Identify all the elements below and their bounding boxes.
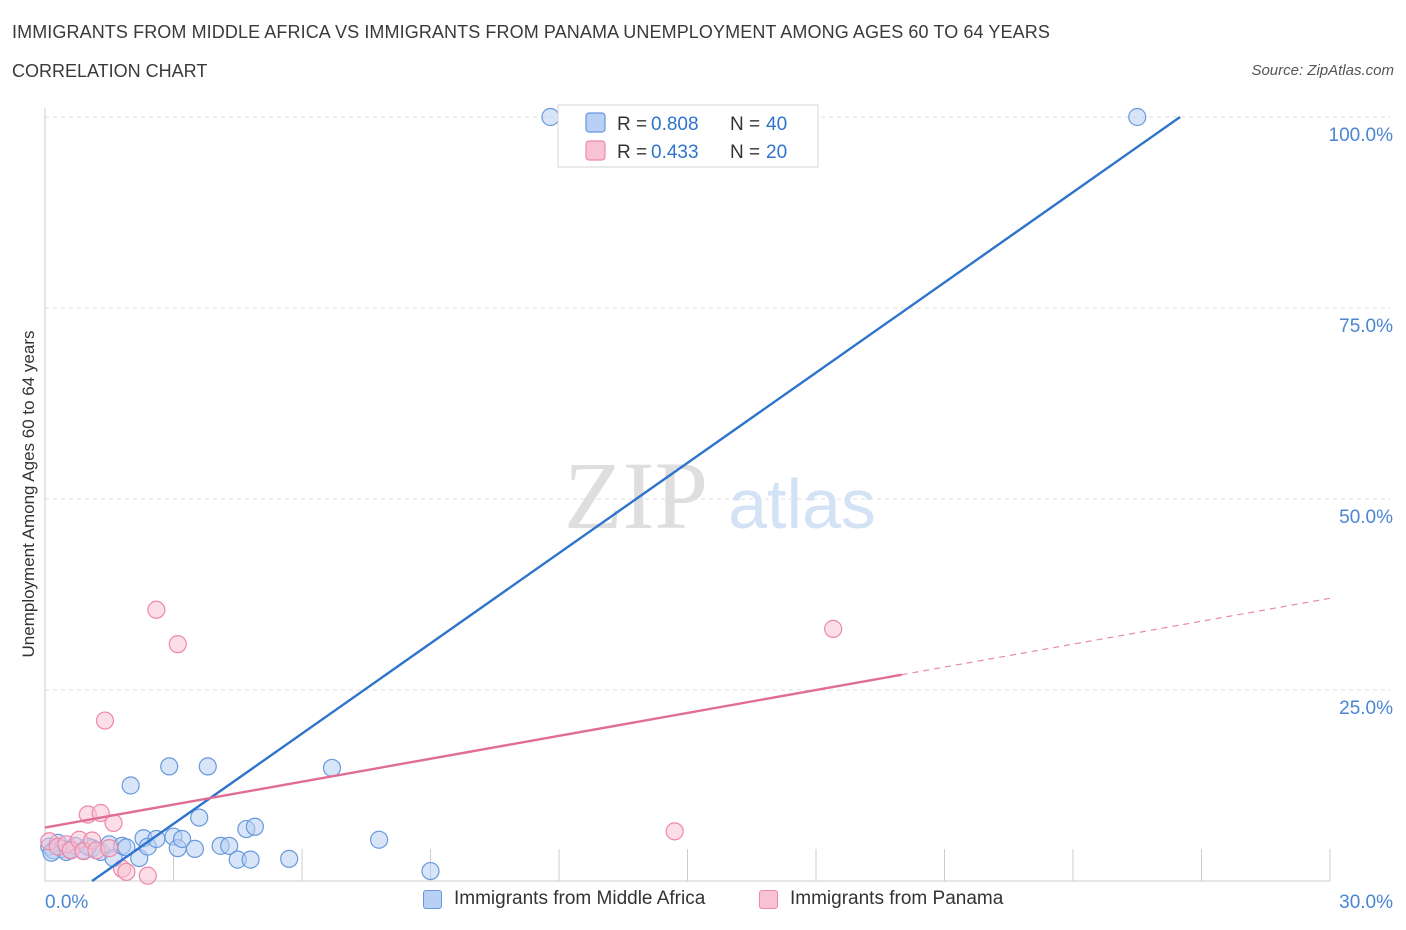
point-series1-15 — [138, 866, 157, 885]
watermark-zip: ZIP — [564, 442, 708, 549]
point-series0-32 — [322, 758, 342, 778]
legend-label-panama: Immigrants from Panama — [790, 888, 1004, 909]
series-legend: Immigrants from Middle Africa Immigrants… — [0, 888, 1406, 918]
correlation-legend: R = 0.808 N = 40 R = 0.433 N = 20 — [557, 104, 819, 168]
legend-n-value-panama: 20 — [766, 142, 787, 163]
legend-label-middle-africa: Immigrants from Middle Africa — [454, 888, 706, 909]
point-series1-11 — [100, 839, 119, 858]
point-series1-19 — [824, 619, 843, 638]
point-series1-18 — [665, 822, 684, 841]
point-series0-26 — [220, 836, 239, 855]
legend-r-value-panama: 0.433 — [651, 142, 699, 163]
point-series0-21 — [172, 829, 192, 849]
point-series1-16 — [147, 600, 166, 619]
legend-swatch-panama-bottom — [759, 889, 778, 909]
y-axis-label: Unemployment Among Ages 60 to 64 years — [19, 331, 38, 658]
point-series0-33 — [370, 830, 389, 849]
legend-item-panama: Immigrants from Panama — [759, 888, 1003, 910]
chart-source: Source: ZipAtlas.com — [1251, 62, 1394, 79]
legend-n-label-panama: N = — [730, 142, 760, 163]
point-series0-34 — [421, 861, 440, 881]
y-tick-label-2: 75.0% — [1339, 316, 1393, 337]
chart-subtitle: CORRELATION CHART — [12, 61, 208, 81]
point-series0-35 — [541, 107, 560, 127]
chart-title: IMMIGRANTS FROM MIDDLE AFRICA VS IMMIGRA… — [12, 22, 1050, 42]
x-tick-label-0: 0.0% — [45, 892, 88, 913]
grid-lines — [45, 116, 1390, 691]
point-series1-10 — [95, 711, 115, 730]
legend-swatch-panama — [585, 140, 606, 161]
trend-lines — [44, 116, 1331, 882]
y-tick-label-1: 50.0% — [1339, 507, 1393, 528]
point-series1-17 — [168, 635, 187, 654]
point-series0-24 — [198, 757, 217, 776]
legend-n-label-middle-africa: N = — [730, 114, 760, 135]
data-points — [40, 107, 1147, 885]
point-series0-22 — [185, 839, 205, 859]
y-tick-label-0: 25.0% — [1339, 698, 1393, 719]
y-tick-label-3: 100.0% — [1329, 125, 1394, 146]
legend-r-label-panama: R = — [617, 142, 647, 163]
watermark-atlas: atlas — [728, 465, 876, 543]
legend-r-label-middle-africa: R = — [617, 114, 647, 135]
legend-item-middle-africa: Immigrants from Middle Africa — [423, 888, 705, 910]
legend-r-value-middle-africa: 0.808 — [651, 114, 699, 135]
legend-swatch-middle-africa — [585, 112, 606, 133]
point-series0-30 — [245, 817, 264, 836]
trend-extension-series1 — [901, 597, 1331, 676]
trend-line-series0 — [91, 116, 1181, 882]
point-series0-29 — [241, 850, 260, 869]
point-series0-13 — [121, 776, 140, 795]
trend-line-series1 — [44, 673, 902, 829]
point-series0-18 — [160, 757, 179, 776]
tick-labels: 25.0% 50.0% 75.0% 100.0% 0.0% 30.0% — [45, 125, 1393, 913]
point-series1-14 — [117, 862, 136, 881]
point-series0-23 — [190, 808, 209, 827]
point-series0-31 — [280, 849, 299, 868]
legend-n-value-middle-africa: 40 — [766, 114, 787, 135]
legend-swatch-middle-africa-bottom — [423, 889, 442, 909]
point-series0-36 — [1128, 107, 1147, 127]
x-tick-label-1: 30.0% — [1339, 892, 1393, 913]
